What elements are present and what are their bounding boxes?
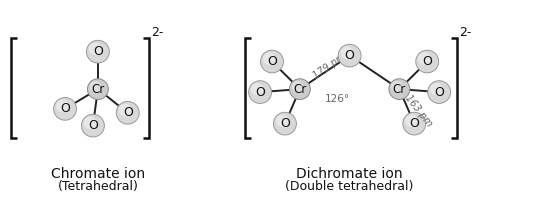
Circle shape [340, 46, 353, 59]
Circle shape [416, 50, 438, 73]
Text: O: O [409, 117, 419, 130]
Text: (Double tetrahedral): (Double tetrahedral) [286, 180, 414, 193]
Text: 163 pm: 163 pm [403, 92, 434, 128]
Circle shape [116, 101, 139, 124]
Circle shape [263, 52, 276, 65]
Text: Cr: Cr [293, 83, 306, 96]
Circle shape [56, 100, 68, 112]
Circle shape [118, 104, 131, 116]
Circle shape [405, 115, 418, 127]
Text: O: O [434, 85, 444, 98]
Circle shape [89, 43, 101, 55]
Text: 179 pm: 179 pm [311, 52, 348, 81]
Circle shape [276, 115, 288, 127]
Circle shape [54, 98, 77, 120]
Text: Chromate ion: Chromate ion [51, 167, 145, 181]
Circle shape [289, 79, 310, 99]
Text: 2-: 2- [459, 26, 471, 39]
Circle shape [89, 81, 101, 92]
Circle shape [403, 112, 426, 135]
Text: O: O [280, 117, 290, 130]
Text: O: O [267, 55, 277, 68]
Text: O: O [345, 49, 355, 62]
Circle shape [82, 114, 104, 137]
Text: O: O [423, 55, 432, 68]
Circle shape [391, 81, 402, 92]
Circle shape [292, 81, 303, 92]
Text: O: O [93, 45, 103, 58]
Text: O: O [88, 119, 98, 132]
Circle shape [87, 40, 110, 63]
Circle shape [251, 83, 264, 96]
Text: Cr: Cr [393, 83, 406, 96]
Text: Cr: Cr [92, 83, 105, 96]
Circle shape [430, 83, 443, 96]
Text: Dichromate ion: Dichromate ion [296, 167, 403, 181]
Circle shape [260, 50, 283, 73]
Text: O: O [255, 85, 265, 98]
Circle shape [389, 79, 410, 99]
Circle shape [249, 81, 271, 103]
Text: O: O [123, 106, 133, 119]
Circle shape [88, 79, 109, 99]
Circle shape [84, 117, 96, 129]
Text: 126°: 126° [325, 94, 350, 104]
Text: O: O [60, 102, 70, 115]
Circle shape [418, 52, 431, 65]
Text: 2-: 2- [151, 26, 163, 39]
Circle shape [338, 44, 361, 67]
Circle shape [428, 81, 450, 103]
Circle shape [273, 112, 296, 135]
Text: (Tetrahedral): (Tetrahedral) [58, 180, 138, 193]
